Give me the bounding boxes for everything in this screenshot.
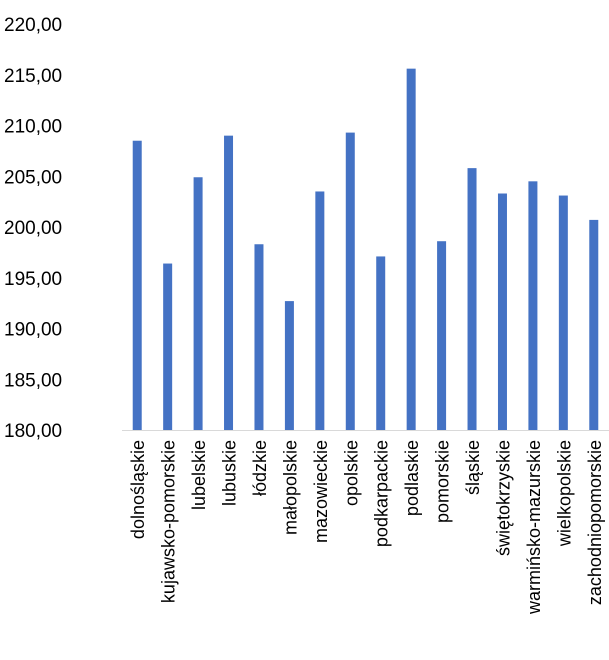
x-tick-label: pomorskie <box>433 440 453 523</box>
x-axis-tick-labels: dolnośląskie kujawsko-pomorskie lubelskie l… <box>128 440 605 615</box>
bar <box>345 132 355 430</box>
x-tick-label: mazowieckie <box>311 440 331 543</box>
y-tick-label: 180,00 <box>4 421 62 442</box>
bar <box>406 68 416 430</box>
y-tick-label: 200,00 <box>4 218 62 239</box>
x-tick-label: łódzkie <box>250 440 270 496</box>
y-tick-label: 210,00 <box>4 117 62 138</box>
y-tick-label: 205,00 <box>4 167 62 188</box>
x-tick-label: wielkopolskie <box>554 440 574 547</box>
x-tick-label: opolskie <box>341 440 361 506</box>
x-tick-label: podkarpackie <box>372 440 392 547</box>
x-tick-label: lubuskie <box>220 440 240 506</box>
bar <box>163 263 173 430</box>
bar <box>254 244 264 430</box>
x-tick-label: lubelskie <box>189 440 209 510</box>
bar <box>284 301 294 430</box>
bar <box>376 256 386 430</box>
x-tick-label: warmińsko-mazurskie <box>524 440 544 615</box>
y-tick-label: 190,00 <box>4 320 62 341</box>
x-tick-label: kujawsko-pomorskie <box>159 440 179 603</box>
bar <box>528 181 538 430</box>
bar <box>224 135 234 430</box>
x-tick-label: śląskie <box>463 440 483 495</box>
y-tick-label: 220,00 <box>4 15 62 36</box>
bar <box>315 191 325 430</box>
bars <box>132 68 599 430</box>
y-tick-label: 185,00 <box>4 370 62 391</box>
y-tick-label: 195,00 <box>4 269 62 290</box>
x-tick-label: świętokrzyskie <box>493 440 513 556</box>
bar <box>437 241 447 430</box>
bar <box>558 195 568 430</box>
bar <box>467 168 477 430</box>
x-tick-label: zachodniopomorskie <box>585 440 605 605</box>
x-tick-label: podlaskie <box>402 440 422 516</box>
bar <box>589 219 599 430</box>
bar <box>497 193 507 430</box>
x-tick-label: małopolskie <box>280 440 300 535</box>
y-axis-tick-labels: 180,00 185,00 190,00 195,00 200,00 205,00 210,… <box>4 15 62 442</box>
bar <box>193 177 203 430</box>
bar <box>132 140 142 430</box>
x-tick-label: dolnośląskie <box>128 440 148 539</box>
y-tick-label: 215,00 <box>4 66 62 87</box>
